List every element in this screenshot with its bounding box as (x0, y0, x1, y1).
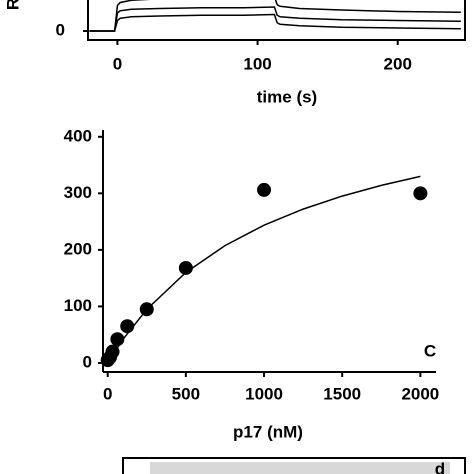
y-axis-label: R (3, 0, 22, 10)
x-tick-label: 0 (103, 384, 112, 403)
sensorgram-line (89, 13, 461, 32)
data-point (110, 332, 125, 347)
fit-curve (107, 175, 421, 364)
y-tick-label: 300 (64, 183, 92, 202)
sensorgram-line (89, 6, 461, 32)
sensorgram-line (89, 0, 461, 32)
x-tick-label: 2000 (401, 384, 439, 403)
x-tick-label: 500 (172, 384, 200, 403)
data-point (105, 344, 120, 359)
data-point (120, 319, 135, 334)
y-tick-label: 100 (64, 296, 92, 315)
panel-label: C (424, 341, 436, 360)
data-point (257, 182, 272, 197)
panel-label: d (435, 459, 445, 474)
y-tick-label: 400 (64, 126, 92, 145)
x-tick-label: 0 (113, 54, 122, 73)
y-tick-label: 0 (56, 20, 65, 39)
x-tick-label: 200 (384, 54, 412, 73)
x-tick-label: 1000 (245, 384, 283, 403)
x-axis-label: time (s) (257, 87, 317, 106)
y-tick-label: 200 (64, 239, 92, 258)
panel-b-frame (87, 0, 466, 41)
x-tick-label: 1500 (323, 384, 361, 403)
gel-image (150, 462, 450, 474)
data-point (413, 186, 428, 201)
x-tick-label: 100 (243, 54, 271, 73)
data-point (178, 260, 193, 275)
data-point (139, 302, 154, 317)
x-axis-label: p17 (nM) (233, 422, 303, 441)
y-tick-label: 0 (83, 352, 92, 371)
